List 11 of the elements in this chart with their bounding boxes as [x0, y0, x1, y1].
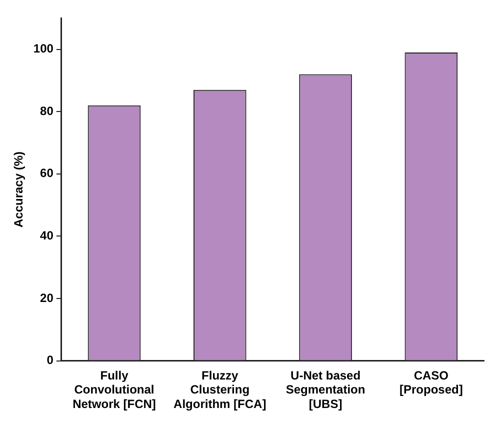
y-tick-label: 80	[40, 104, 54, 118]
y-tick-label: 60	[40, 166, 54, 180]
x-tick-label: U-Net based Segmentation [UBS]	[286, 368, 366, 412]
x-tick-label: Fully Convolutional Network [FCN]	[72, 368, 156, 412]
y-tick-label: 100	[33, 42, 54, 56]
y-tick-label: 0	[46, 353, 54, 368]
y-axis-title: Accuracy (%)	[12, 151, 26, 228]
y-tick-label: 20	[40, 290, 54, 305]
x-tick-label: CASO [Proposed]	[400, 368, 463, 397]
y-tick-label: 40	[40, 228, 54, 243]
x-tick-label: Fluzzy Clustering Algorithm [FCA]	[174, 368, 266, 412]
